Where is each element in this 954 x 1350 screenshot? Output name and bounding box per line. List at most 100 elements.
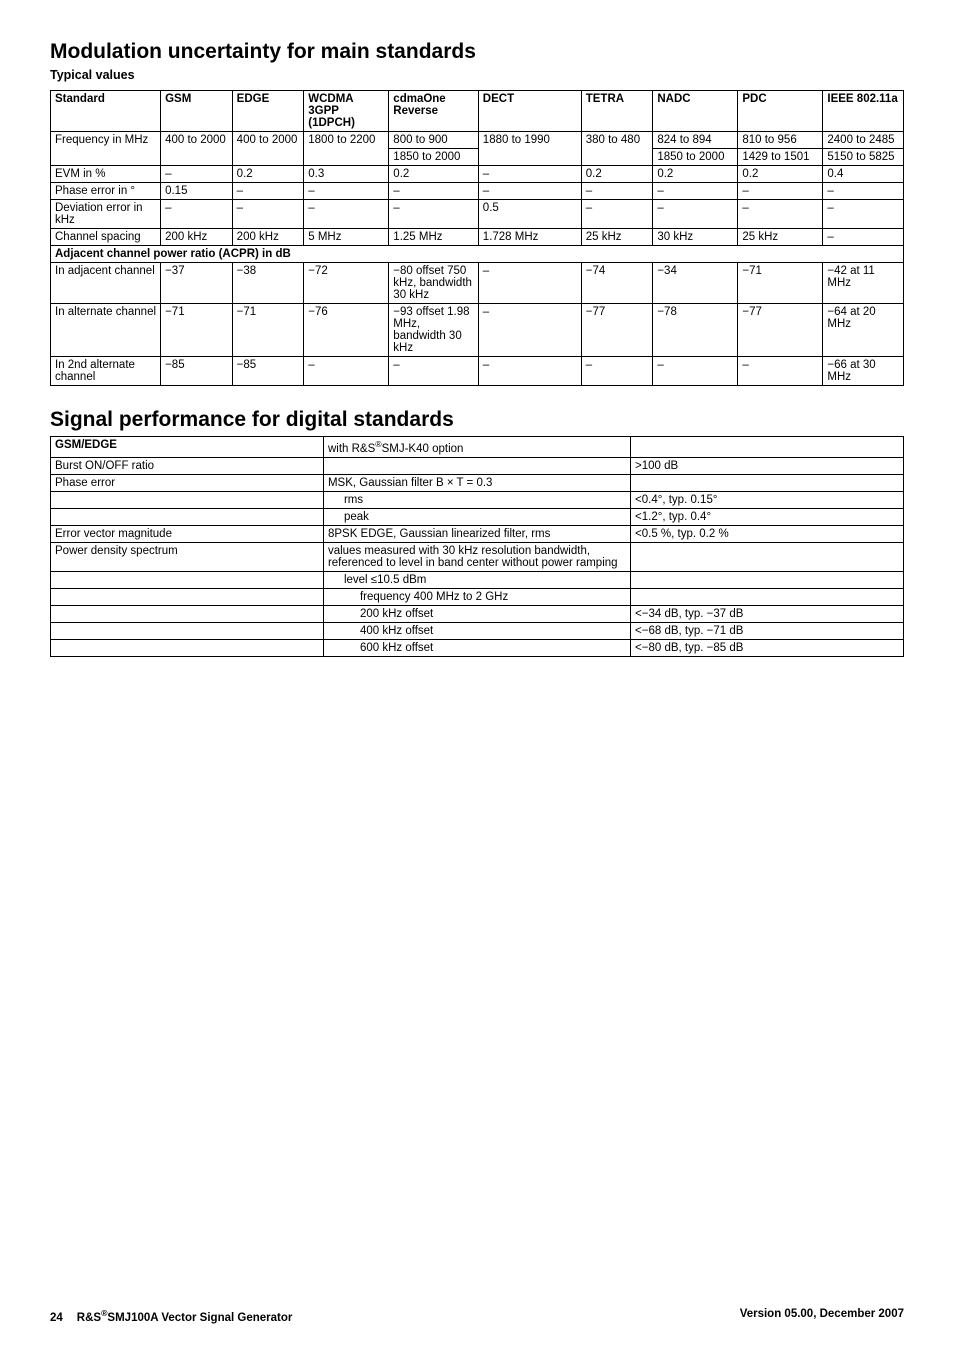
- cell: [631, 542, 904, 571]
- col-cdma: cdmaOne Reverse: [389, 91, 479, 132]
- cell: 400 kHz offset: [323, 622, 630, 639]
- cell: 0.4: [823, 166, 904, 183]
- cell: Frequency in MHz: [51, 132, 161, 166]
- cell: −76: [304, 304, 389, 357]
- cell: –: [823, 200, 904, 229]
- cell: In alternate channel: [51, 304, 161, 357]
- table-header-row: Standard GSM EDGE WCDMA 3GPP (1DPCH) cdm…: [51, 91, 904, 132]
- cell: 0.2: [581, 166, 653, 183]
- table-row: 400 kHz offset<−68 dB, typ. −71 dB: [51, 622, 904, 639]
- cell: –: [823, 183, 904, 200]
- cell: 30 kHz: [653, 229, 738, 246]
- cell: −85: [161, 357, 233, 386]
- cell: 0.5: [478, 200, 581, 229]
- col-edge: EDGE: [232, 91, 304, 132]
- cell: –: [304, 200, 389, 229]
- cell: 1.25 MHz: [389, 229, 479, 246]
- cell: [51, 588, 324, 605]
- col-tetra: TETRA: [581, 91, 653, 132]
- cell: 0.15: [161, 183, 233, 200]
- cell: [631, 588, 904, 605]
- cell: 1850 to 2000: [389, 149, 479, 166]
- footer-version: Version 05.00, December 2007: [740, 1308, 904, 1324]
- cell: –: [653, 357, 738, 386]
- cell: −66 at 30 MHz: [823, 357, 904, 386]
- cell: –: [232, 200, 304, 229]
- cell: [631, 571, 904, 588]
- table-row: GSM/EDGEwith R&S®SMJ-K40 option: [51, 437, 904, 458]
- cell: –: [161, 200, 233, 229]
- section2-title: Signal performance for digital standards: [50, 408, 904, 432]
- cell: MSK, Gaussian filter B × T = 0.3: [323, 474, 630, 491]
- cell: In adjacent channel: [51, 263, 161, 304]
- cell: 0.3: [304, 166, 389, 183]
- cell: −74: [581, 263, 653, 304]
- section1-subtitle: Typical values: [50, 68, 904, 82]
- cell: with R&S®SMJ-K40 option: [323, 437, 630, 458]
- cell: [323, 457, 630, 474]
- cell: –: [304, 357, 389, 386]
- cell: –: [478, 166, 581, 183]
- cell: −71: [232, 304, 304, 357]
- cell: 400 to 2000: [232, 132, 304, 166]
- cell: 25 kHz: [581, 229, 653, 246]
- section1-title: Modulation uncertainty for main standard…: [50, 40, 904, 64]
- table-row: Phase errorMSK, Gaussian filter B × T = …: [51, 474, 904, 491]
- cell: −80 offset 750 kHz, bandwidth 30 kHz: [389, 263, 479, 304]
- cell: −71: [738, 263, 823, 304]
- cell: >100 dB: [631, 457, 904, 474]
- cell: 1800 to 2200: [304, 132, 389, 166]
- table-row: In alternate channel −71 −71 −76 −93 off…: [51, 304, 904, 357]
- cell: –: [653, 200, 738, 229]
- cell: 5150 to 5825: [823, 149, 904, 166]
- table-row: Phase error in ° 0.15 – – – – – – – –: [51, 183, 904, 200]
- cell: 1.728 MHz: [478, 229, 581, 246]
- cell: −77: [581, 304, 653, 357]
- cell: −38: [232, 263, 304, 304]
- cell: −77: [738, 304, 823, 357]
- cell: peak: [323, 508, 630, 525]
- cell: −85: [232, 357, 304, 386]
- cell: [631, 437, 904, 458]
- cell: Burst ON/OFF ratio: [51, 457, 324, 474]
- col-dect: DECT: [478, 91, 581, 132]
- table-row: In 2nd alternate channel −85 −85 – – – –…: [51, 357, 904, 386]
- table-row: Channel spacing 200 kHz 200 kHz 5 MHz 1.…: [51, 229, 904, 246]
- col-ieee: IEEE 802.11a: [823, 91, 904, 132]
- acpr-header: Adjacent channel power ratio (ACPR) in d…: [51, 246, 904, 263]
- cell: 5 MHz: [304, 229, 389, 246]
- cell: 1429 to 1501: [738, 149, 823, 166]
- cell: [51, 571, 324, 588]
- table-row: Burst ON/OFF ratio >100 dB: [51, 457, 904, 474]
- cell: 25 kHz: [738, 229, 823, 246]
- cell: rms: [323, 491, 630, 508]
- modulation-table: Standard GSM EDGE WCDMA 3GPP (1DPCH) cdm…: [50, 90, 904, 386]
- cell: level ≤10.5 dBm: [323, 571, 630, 588]
- cell: –: [389, 357, 479, 386]
- cell: 800 to 900: [389, 132, 479, 149]
- cell: −42 at 11 MHz: [823, 263, 904, 304]
- cell: −72: [304, 263, 389, 304]
- col-gsm: GSM: [161, 91, 233, 132]
- cell: [51, 491, 324, 508]
- cell: 200 kHz: [232, 229, 304, 246]
- col-standard: Standard: [51, 91, 161, 132]
- cell: 400 to 2000: [161, 132, 233, 166]
- cell: 0.2: [653, 166, 738, 183]
- cell: –: [653, 183, 738, 200]
- table-row: peak<1.2°, typ. 0.4°: [51, 508, 904, 525]
- cell: –: [232, 183, 304, 200]
- cell: <1.2°, typ. 0.4°: [631, 508, 904, 525]
- cell: 0.2: [389, 166, 479, 183]
- cell: 8PSK EDGE, Gaussian linearized filter, r…: [323, 525, 630, 542]
- cell: 1850 to 2000: [653, 149, 738, 166]
- cell: 0.2: [738, 166, 823, 183]
- cell: –: [389, 183, 479, 200]
- col-wcdma: WCDMA 3GPP (1DPCH): [304, 91, 389, 132]
- cell: –: [478, 263, 581, 304]
- cell: –: [581, 200, 653, 229]
- cell: [631, 474, 904, 491]
- cell: [51, 508, 324, 525]
- cell: –: [738, 200, 823, 229]
- cell: Error vector magnitude: [51, 525, 324, 542]
